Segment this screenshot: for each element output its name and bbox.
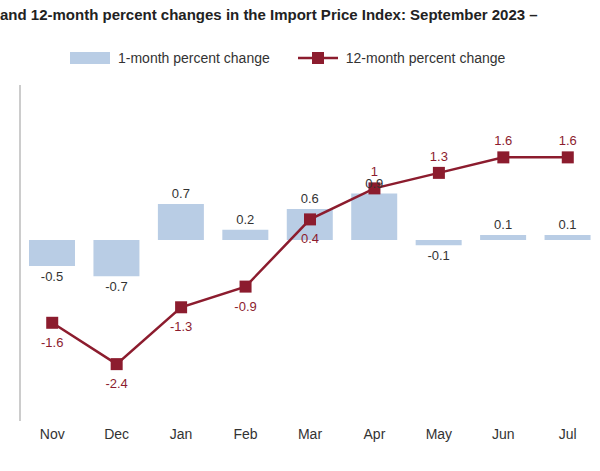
svg-text:0.7: 0.7 [172, 186, 190, 201]
svg-text:-0.1: -0.1 [427, 248, 449, 263]
svg-text:0.6: 0.6 [301, 191, 319, 206]
svg-text:0.1: 0.1 [559, 217, 577, 232]
svg-text:-0.7: -0.7 [105, 279, 127, 294]
svg-text:0.9: 0.9 [365, 175, 384, 191]
svg-text:May: May [426, 426, 452, 442]
html-text:12-month percent change: 12-month percent change [345, 50, 506, 66]
svg-text:1.6: 1.6 [494, 133, 512, 148]
svg-text:Mar: Mar [298, 426, 322, 442]
svg-text:Jul: Jul [559, 426, 577, 442]
svg-text:Jun: Jun [492, 426, 515, 442]
svg-text:0.1: 0.1 [494, 217, 512, 232]
svg-text:Dec: Dec [104, 426, 129, 442]
html-text:1-month percent change: 1-month percent change [118, 50, 270, 66]
svg-text:-1.6: -1.6 [41, 335, 63, 350]
svg-text:-0.5: -0.5 [41, 269, 63, 284]
svg-text:1.6: 1.6 [559, 133, 577, 148]
svg-text:0.2: 0.2 [236, 212, 254, 227]
svg-text:Feb: Feb [233, 426, 257, 442]
svg-text:1: 1 [371, 164, 378, 179]
svg-text:-1.3: -1.3 [170, 319, 192, 334]
svg-text:Nov: Nov [40, 426, 65, 442]
svg-text:1.3: 1.3 [430, 149, 448, 164]
svg-text:-0.9: -0.9 [234, 299, 256, 314]
svg-text:-2.4: -2.4 [105, 376, 127, 391]
svg-text:Apr: Apr [364, 426, 386, 442]
html-text:and 12-month percent changes i: and 12-month percent changes in the Impo… [0, 6, 538, 23]
svg-text:0.4: 0.4 [301, 231, 319, 246]
svg-text:Jan: Jan [170, 426, 193, 442]
